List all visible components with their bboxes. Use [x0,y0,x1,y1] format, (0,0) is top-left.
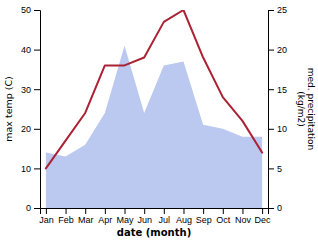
tick-label: 10 [277,124,287,134]
tick: Oct [216,208,231,225]
tick-mark [85,208,86,214]
tick-mark [268,89,274,90]
x-label: date (month) [117,227,191,238]
tick-label: Feb [58,215,74,225]
tick-mark [34,89,40,90]
y2-axis: 0 5 10 15 20 25 [268,5,287,213]
tick-label: Sep [196,215,212,225]
tick-label: Jun [137,215,152,225]
tick-mark [203,208,204,214]
tick-label: 40 [21,45,31,55]
tick-label: 30 [21,85,31,95]
tick-label: 0 [277,203,282,213]
marks [46,10,262,208]
tick-label: Apr [98,215,112,225]
tick-mark [262,208,263,214]
tick: 20 [21,124,40,134]
line [46,10,262,168]
tick-label: 25 [277,5,287,15]
tick: 20 [268,45,287,55]
tick: May [117,208,135,225]
tick: 25 [268,5,287,15]
tick-mark [144,208,145,214]
tick-mark [268,208,274,209]
tick-mark [223,208,224,214]
tick: 5 [268,164,282,174]
tick-label: May [117,215,135,225]
tick: Feb [58,208,74,225]
y-label: max temp (C) [3,76,14,142]
tick-mark [242,208,243,214]
area [46,46,262,208]
tick-label: Mar [78,215,94,225]
axis-line [269,11,275,209]
tick: Jul [159,208,171,225]
tick: Aug [176,208,192,225]
tick-mark [105,208,106,214]
tick: 50 [21,5,40,15]
tick-mark [125,208,126,214]
tick-mark [34,208,40,209]
tick-label: Nov [235,215,252,225]
x-axis: Jan Feb Mar Apr MayJun Jul Aug Sep Oct NovDec [39,208,271,225]
tick-label: Dec [255,215,272,225]
tick-mark [164,208,165,214]
tick-label: 50 [21,5,31,15]
tick: 0 [268,203,282,213]
tick: 40 [21,45,40,55]
tick-mark [34,50,40,51]
tick-label: 15 [277,85,287,95]
tick-mark [268,50,274,51]
tick-label: 20 [277,45,287,55]
tick-label: 5 [277,164,282,174]
tick-mark [34,129,40,130]
tick-label: 20 [21,124,31,134]
tick-label: Jan [39,215,54,225]
axis-line [41,209,269,215]
tick-label: 0 [26,203,31,213]
tick: 10 [268,124,287,134]
tick: 0 [26,203,40,213]
chart: Jan Feb Mar Apr MayJun Jul Aug Sep Oct NovDec 0 10 2… [0,0,318,242]
tick-mark [34,168,40,169]
tick-mark [66,208,67,214]
tick-label: Aug [176,215,192,225]
y-axis: 0 10 20 30 40 50 [21,5,41,213]
tick-mark [268,168,274,169]
tick-mark [268,129,274,130]
tick: 30 [21,85,40,95]
tick-label: Jul [159,215,171,225]
tick: Jan [39,208,54,225]
tick: Sep [196,208,212,225]
tick: Dec [255,208,272,225]
tick: 10 [21,164,40,174]
tick: Jun [137,208,152,225]
tick: Mar [78,208,94,225]
tick-label: Oct [216,215,231,225]
y2-label: med. precipitation(kg/m2) [296,68,316,150]
tick: 15 [268,85,287,95]
tick-mark [183,208,184,214]
tick-mark [46,208,47,214]
axis-line [34,11,41,209]
y2-label-line: (kg/m2) [296,91,306,126]
tick-mark [34,10,40,11]
tick-label: 10 [21,164,31,174]
tick: Apr [98,208,112,225]
plot: Jan Feb Mar Apr MayJun Jul Aug Sep Oct NovDec 0 10 2… [21,5,287,225]
tick: Nov [235,208,252,225]
tick-mark [268,10,274,11]
y2-label-line: med. precipitation [306,68,316,150]
